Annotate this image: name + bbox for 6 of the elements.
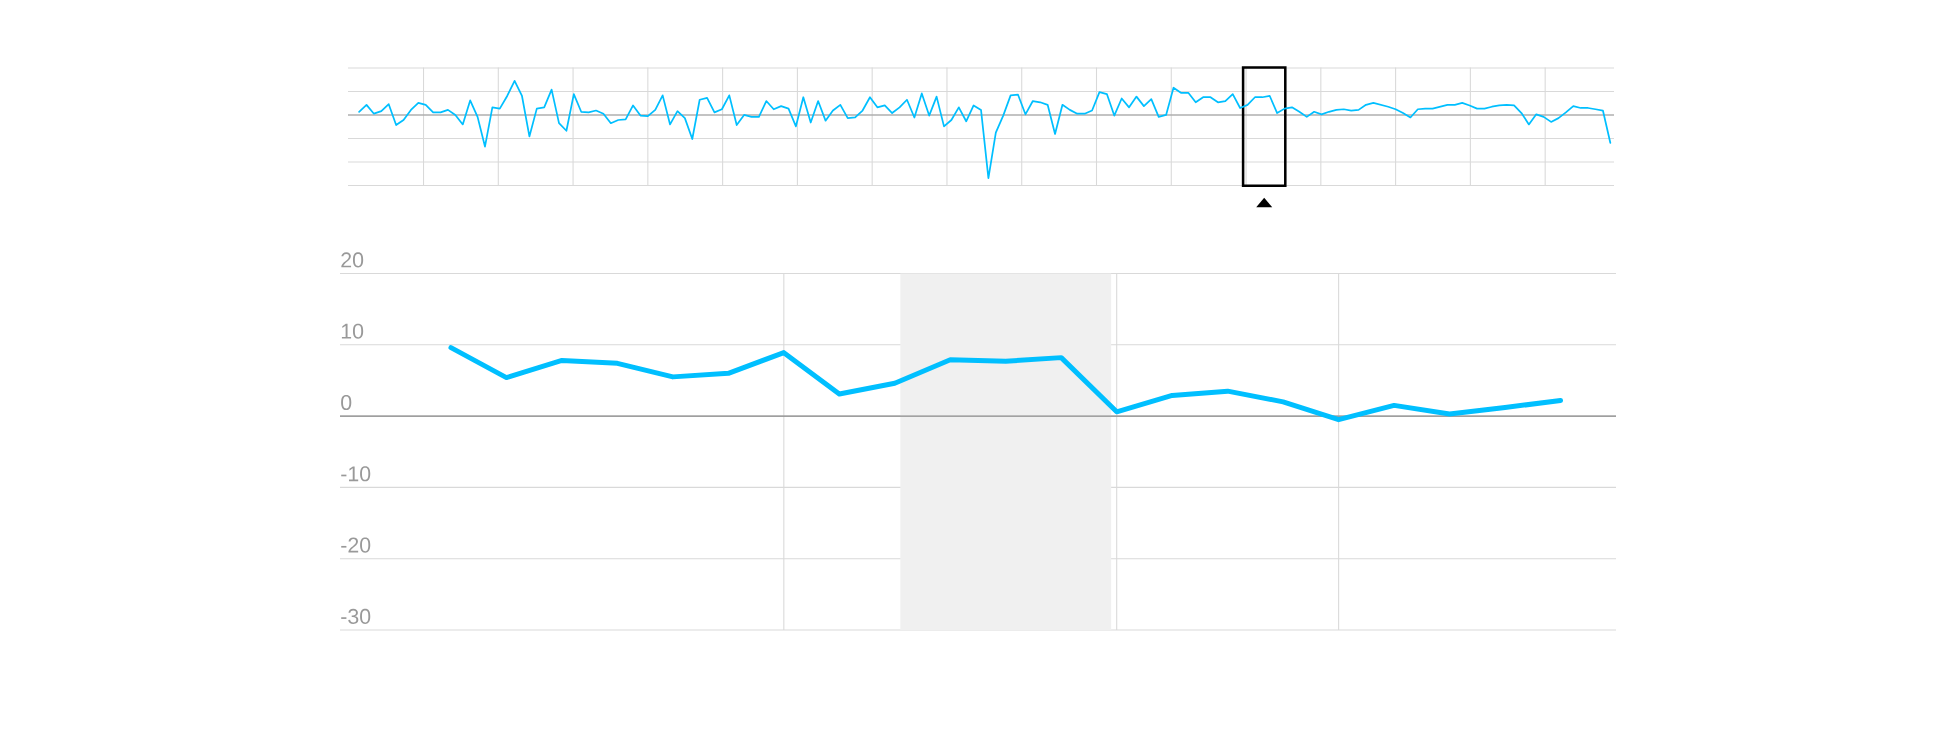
y-tick-label: -20 bbox=[341, 537, 371, 553]
y-tick-label: -10 bbox=[341, 466, 371, 482]
y-tick-label: 10 bbox=[341, 323, 364, 339]
y-tick-label: 0 bbox=[341, 394, 352, 411]
y-tick-label: 20 bbox=[341, 252, 364, 268]
y-tick-label: -30 bbox=[341, 608, 371, 624]
